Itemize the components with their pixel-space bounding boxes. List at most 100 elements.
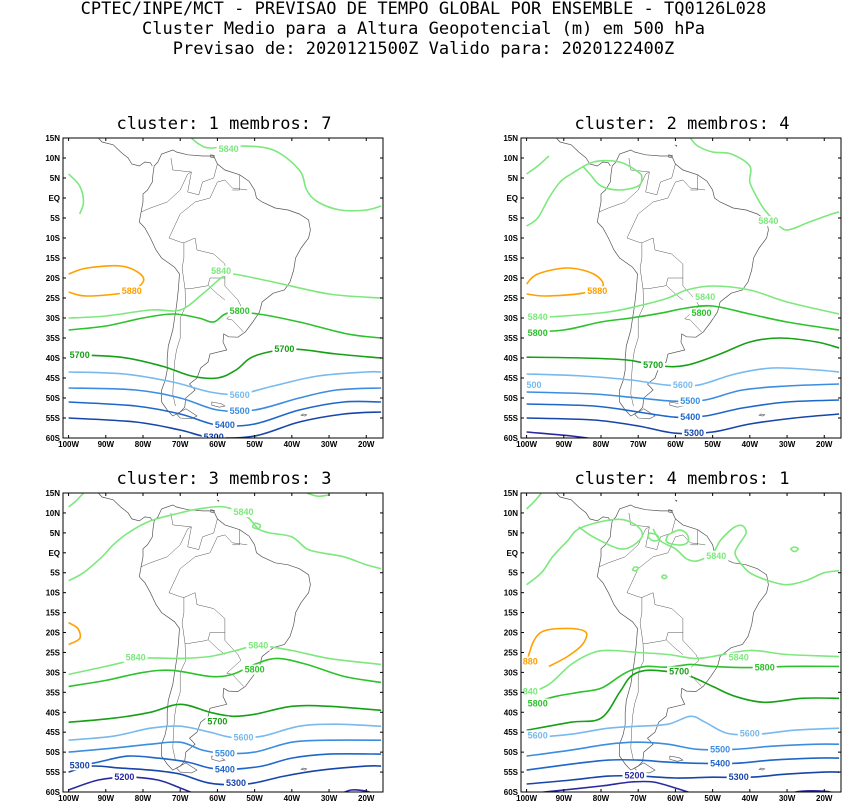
contour-5800 <box>68 311 382 339</box>
contour-label: 5800 <box>755 663 775 673</box>
contour-5840 <box>665 529 690 546</box>
lon-label: 100W <box>58 794 79 803</box>
lat-label: 20S <box>504 629 519 638</box>
contour-5200 <box>68 776 193 792</box>
contour-label-background <box>224 778 248 789</box>
lat-label: 40S <box>46 708 61 717</box>
lon-label: 30W <box>321 440 338 449</box>
contour-5840 <box>526 159 643 227</box>
lon-label: 90W <box>98 440 115 449</box>
contour-label-background <box>708 758 733 769</box>
lat-label: 45S <box>46 374 61 383</box>
contour-label: 5700 <box>70 350 90 360</box>
lon-label: 80W <box>135 440 152 449</box>
contour-label: 5600 <box>673 380 693 390</box>
lat-label: 5S <box>508 214 518 223</box>
contour-label: 5600 <box>740 728 760 738</box>
contour-5840 <box>68 644 382 676</box>
lon-label: 70W <box>172 794 189 803</box>
contour-5200 <box>792 790 834 792</box>
country-border <box>684 318 702 333</box>
country-border <box>625 157 651 203</box>
contour-5840 <box>526 155 550 175</box>
island-coastline <box>758 413 766 417</box>
country-border <box>599 556 626 568</box>
country-border <box>665 632 684 655</box>
contour-label: 5800 <box>691 308 711 318</box>
contour-label: 5500 <box>215 748 235 758</box>
contour-5500 <box>68 387 382 413</box>
contour-5840 <box>251 522 262 530</box>
contour-label-background <box>525 698 550 709</box>
lon-label: 20W <box>816 440 833 449</box>
contour-label-background <box>752 662 777 673</box>
country-border <box>645 518 676 550</box>
island-coastline <box>300 767 308 771</box>
contour-label: 5500 <box>680 396 700 406</box>
lon-label: 30W <box>779 794 796 803</box>
contour-label-background <box>227 306 252 317</box>
contour-label-background <box>641 360 666 371</box>
lon-label: 80W <box>593 440 610 449</box>
island-coastline <box>216 499 220 502</box>
contour-label: 5600 <box>230 390 250 400</box>
country-border <box>207 277 226 301</box>
contour-label-background <box>209 265 234 276</box>
contour-label-background <box>227 390 252 401</box>
contour-label-background <box>670 380 695 391</box>
island-coastline <box>674 499 678 502</box>
lon-label: 40W <box>742 440 759 449</box>
country-border <box>599 201 626 213</box>
country-border <box>180 534 248 569</box>
lat-label: 35S <box>504 334 519 343</box>
lat-label: EQ <box>48 549 60 558</box>
contour-label: 880 <box>523 657 538 667</box>
contour-label: 5600 <box>233 732 253 742</box>
country-border <box>168 213 242 319</box>
contour-label: 5700 <box>643 360 663 370</box>
central-america-coastline <box>98 138 153 167</box>
lat-label: 55S <box>46 414 61 423</box>
lon-label: 70W <box>630 440 647 449</box>
map-frame <box>62 492 384 793</box>
contour-label-background <box>682 428 706 438</box>
lon-label: 50W <box>246 440 263 449</box>
lat-label: 15N <box>503 489 518 498</box>
country-border <box>232 529 240 546</box>
contour-label-background <box>246 640 271 651</box>
contour-5840 <box>652 524 840 586</box>
map-panel-1-content: 5840 5880 5840 5800 5700 5700 5600 5500 5400 5300… <box>45 134 384 449</box>
contour-label-background <box>521 686 540 697</box>
lon-label: 70W <box>172 440 189 449</box>
contour-5300 <box>68 764 382 786</box>
contour-5840 <box>526 518 644 586</box>
contour-label-background <box>216 144 241 155</box>
country-border <box>232 174 240 191</box>
contour-label-background <box>525 328 550 339</box>
map-plot-area: 5840 5880 5840 5800 5700 5700 5600 5500 5400 5300 <box>67 138 382 438</box>
lat-label: 50S <box>504 748 519 757</box>
lat-label: 60S <box>504 788 519 797</box>
map-plot-area: 5840 5880 5840 5840 5800 5800 5700 500 5600 5500 5… <box>524 138 840 438</box>
contour-label: 500 <box>526 380 541 390</box>
country-border <box>690 174 698 191</box>
country-border <box>690 529 698 546</box>
contour-5840 <box>306 493 330 498</box>
lat-label: 15S <box>504 254 519 263</box>
contour-label: 5840 <box>211 266 231 276</box>
contour-label-background <box>693 292 718 303</box>
map-frame <box>62 137 384 439</box>
contour-label-background <box>231 507 256 518</box>
map-panel-3-content: 5840 5840 5840 5800 5700 5600 5500 5400 5300 5200… <box>45 489 384 803</box>
south-america-coastline <box>596 149 769 417</box>
lon-label: 40W <box>284 440 301 449</box>
map-frame <box>520 137 842 439</box>
contour-label: 5400 <box>710 758 730 768</box>
lon-label: 100W <box>516 794 537 803</box>
lat-label: 30S <box>504 314 519 323</box>
contour-label-background <box>726 772 751 783</box>
central-america-coastline <box>556 493 611 522</box>
south-america-coastline <box>596 504 769 771</box>
contour-label-background <box>585 286 610 297</box>
panel-3-title: cluster: 3 membros: 3 <box>116 469 332 489</box>
